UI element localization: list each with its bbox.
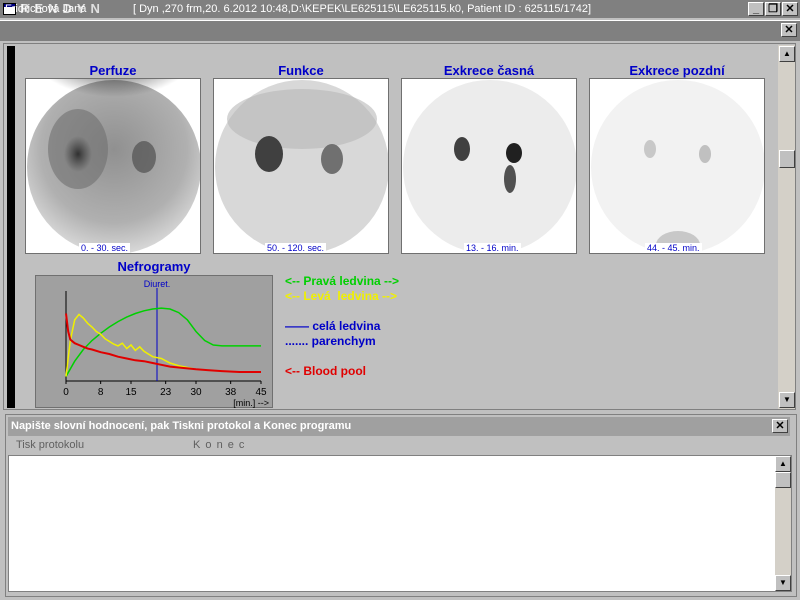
image-exkrece-pozdni	[589, 78, 765, 254]
scroll-up-icon[interactable]: ▲	[779, 46, 795, 62]
print-protocol-button[interactable]: Tisk protokolu	[16, 439, 85, 451]
scroll-down-icon[interactable]: ▼	[779, 392, 795, 408]
x-tick-label: 15	[125, 387, 137, 398]
image-title-perfuze: Perfuze	[89, 63, 137, 78]
report-scroll-up-icon[interactable]: ▲	[775, 456, 791, 472]
patient-bar-close-button[interactable]: ✕	[781, 23, 797, 37]
x-tick-label: 8	[98, 387, 104, 398]
series-line-pravá-ledvina	[65, 307, 261, 377]
exit-button[interactable]: K o n e c	[193, 439, 246, 451]
image-funkce	[213, 78, 389, 254]
image-caption-exkrece-casna: 13. - 16. min.	[464, 243, 521, 253]
report-scrollbar[interactable]	[775, 456, 791, 591]
patient-bar	[0, 20, 800, 41]
study-info: [ Dyn ,270 frm,20. 6.2012 10:48,D:\KEPEK…	[133, 3, 592, 15]
chart-title: Nefrogramy	[117, 259, 191, 274]
legend-blood-pool: <-- Blood pool	[285, 364, 366, 378]
legend-whole-kidney: —— celá ledvina	[285, 319, 381, 333]
patient-name: Fridrichová Jana	[5, 3, 87, 15]
nefrogram-svg: Diuret. 0 8 15 23 30 38 45[min.] -->	[63, 279, 269, 408]
image-caption-funkce: 50. - 120. sec.	[265, 243, 327, 253]
image-title-funkce: Funkce	[278, 63, 324, 78]
x-tick-label: 45	[255, 387, 267, 398]
diuretic-marker-label: Diuret.	[144, 279, 171, 289]
image-title-exkrece-pozdni: Exkrece pozdní	[629, 63, 725, 78]
report-title: Napište slovní hodnocení, pak Tiskni pro…	[11, 420, 352, 432]
main-scrollbar[interactable]	[778, 45, 795, 409]
image-title-exkrece-casna: Exkrece časná	[443, 63, 535, 78]
app-icon	[3, 3, 16, 15]
image-exkrece-casna	[401, 78, 577, 254]
report-scroll-thumb[interactable]	[775, 472, 791, 488]
series-line-blood-pool	[65, 313, 261, 373]
x-tick-label: 23	[160, 387, 172, 398]
report-textarea[interactable]	[8, 455, 792, 592]
image-perfuze	[25, 78, 201, 254]
image-caption-perfuze: 0. - 30. sec.	[79, 243, 131, 253]
report-scroll-down-icon[interactable]: ▼	[775, 575, 791, 591]
x-tick-label: 30	[190, 387, 202, 398]
title-bar	[0, 0, 800, 18]
report-close-button[interactable]: ✕	[772, 419, 788, 433]
report-header	[8, 417, 790, 436]
window-title: RENDYN	[20, 1, 105, 16]
nefrogram-chart: Diuret. 0 8 15 23 30 38 45 [min.] -->	[35, 275, 273, 408]
legend-left-kidney: <-- Levá ledvina -->	[285, 289, 398, 303]
scroll-thumb[interactable]	[779, 150, 795, 168]
legend-parenchyma: ....... parenchym	[285, 334, 376, 348]
left-strip	[7, 46, 15, 408]
restore-button[interactable]: ❐	[765, 2, 781, 16]
x-axis-unit-label: [min.] -->	[233, 398, 269, 408]
x-tick-label: 0	[63, 387, 69, 398]
legend-right-kidney: <-- Pravá ledvina -->	[285, 274, 400, 288]
x-tick-label: 38	[225, 387, 237, 398]
minimize-button[interactable]: _	[748, 2, 764, 16]
close-button[interactable]: ✕	[782, 2, 798, 16]
image-caption-exkrece-pozdni: 44. - 45. min.	[645, 243, 702, 253]
